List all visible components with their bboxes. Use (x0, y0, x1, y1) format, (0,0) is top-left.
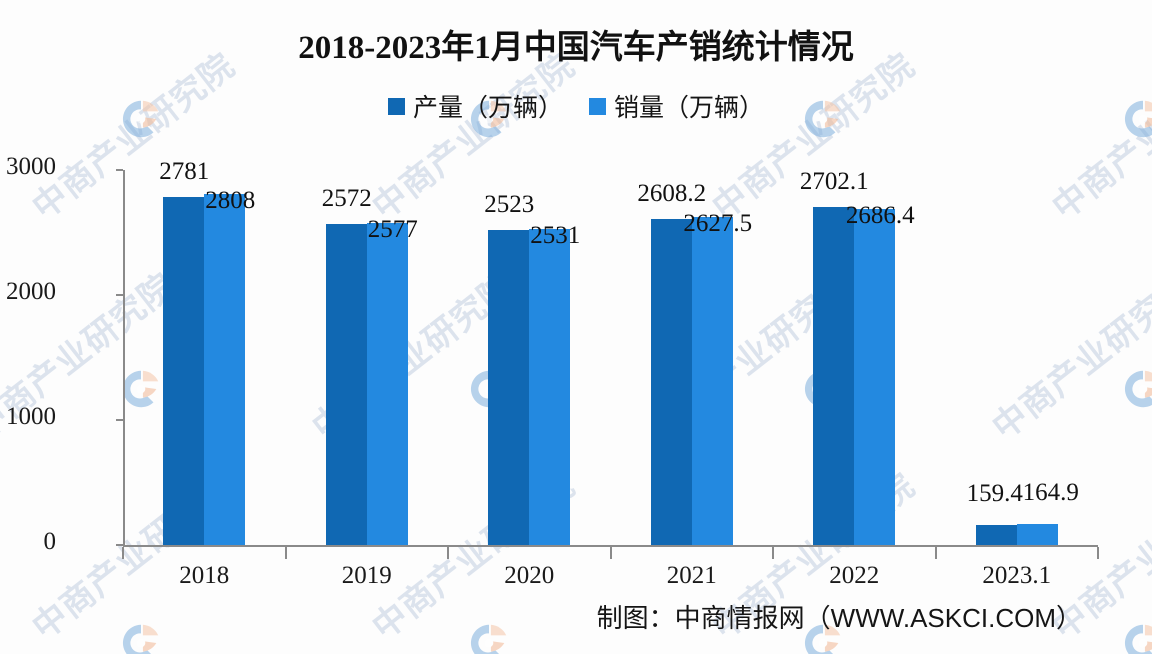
watermark-logo-icon (1120, 366, 1152, 412)
x-axis-category-label: 2023.1 (982, 562, 1052, 589)
bar-2023-1-sales (1016, 524, 1058, 545)
bar-2018-production (163, 197, 205, 545)
bar-value-label: 159.4 (966, 480, 1023, 508)
x-axis-tick (284, 547, 287, 559)
bar-2023-1-production (975, 525, 1017, 545)
bar-value-label: 2608.2 (637, 179, 707, 207)
bar-2020-sales (529, 228, 571, 545)
y-axis-tick-label: 0 (43, 528, 57, 555)
x-axis-category-label: 2019 (341, 562, 392, 589)
x-axis-line (123, 545, 1098, 547)
watermark-logo-icon (118, 620, 164, 654)
bar-2019-production (325, 223, 367, 545)
bar-value-label: 2572 (321, 184, 372, 212)
bar-2021-production (650, 218, 692, 545)
x-axis-tick (772, 547, 774, 559)
x-axis-tick (447, 547, 449, 559)
bar-value-label: 2531 (530, 221, 581, 249)
legend-label-production: 产量（万辆） (412, 94, 563, 122)
x-axis-tick (1097, 547, 1099, 559)
bar-2021-sales (691, 216, 733, 545)
y-axis-tick (116, 294, 123, 296)
y-axis-tick-label: 3000 (6, 153, 56, 180)
watermark-text: 中商产业研究院 (300, 0, 523, 9)
x-axis-tick (934, 547, 937, 559)
watermark-logo-icon (1120, 620, 1152, 654)
bar-value-label: 2702.1 (799, 168, 869, 196)
watermark-text: 中商产业研究院 (0, 0, 183, 9)
bar-value-label: 164.9 (1022, 479, 1079, 507)
y-axis-tick-label: 1000 (6, 403, 56, 430)
legend-swatch-sales (589, 97, 606, 115)
bar-value-label: 2781 (159, 158, 210, 186)
x-axis-category-label: 2018 (179, 562, 230, 589)
x-axis-tick (122, 547, 124, 559)
bar-2019-sales (366, 222, 408, 545)
bar-2020-production (488, 229, 530, 545)
x-axis-category-label: 2020 (504, 562, 555, 589)
x-axis-category-label: 2021 (666, 562, 717, 589)
x-axis-tick (609, 547, 612, 559)
watermark-logo-icon (466, 620, 512, 654)
legend-item-sales: 销量（万辆） (589, 88, 764, 124)
plot-area: 0 1000 2000 3000 2018 2019 2020 2021 2022 2023.1… (6, 153, 1099, 589)
y-axis-line (123, 170, 125, 545)
x-axis-category-label: 2022 (829, 562, 880, 589)
bar-2018-sales (204, 194, 246, 545)
legend-swatch-production (387, 97, 405, 115)
bar-value-label: 2686.4 (845, 202, 915, 230)
bar-value-label: 2523 (484, 190, 535, 218)
legend-item-production: 产量（万辆） (387, 88, 563, 124)
watermark-text: 中商产业研究院 (640, 0, 863, 9)
watermark-text: 中商产业研究院 (980, 0, 1152, 9)
bar-value-label: 2577 (367, 215, 418, 243)
y-axis-tick (116, 419, 123, 421)
footer-credit: 制图：中商情报网（WWW.ASKCI.COM） (596, 603, 1082, 633)
bar-value-label: 2627.5 (683, 209, 753, 237)
y-axis-tick (116, 544, 123, 546)
bar-2022-sales (854, 209, 896, 545)
y-axis-tick-label: 2000 (6, 278, 56, 305)
bar-2022-production (813, 207, 855, 545)
chart-title: 2018-2023年1月中国汽车产销统计情况 (298, 30, 854, 66)
y-axis-tick (116, 169, 123, 171)
legend-label-sales: 销量（万辆） (614, 94, 765, 122)
chart-legend: 产量（万辆） 销量（万辆） (0, 88, 1152, 124)
bar-value-label: 2808 (205, 187, 256, 214)
